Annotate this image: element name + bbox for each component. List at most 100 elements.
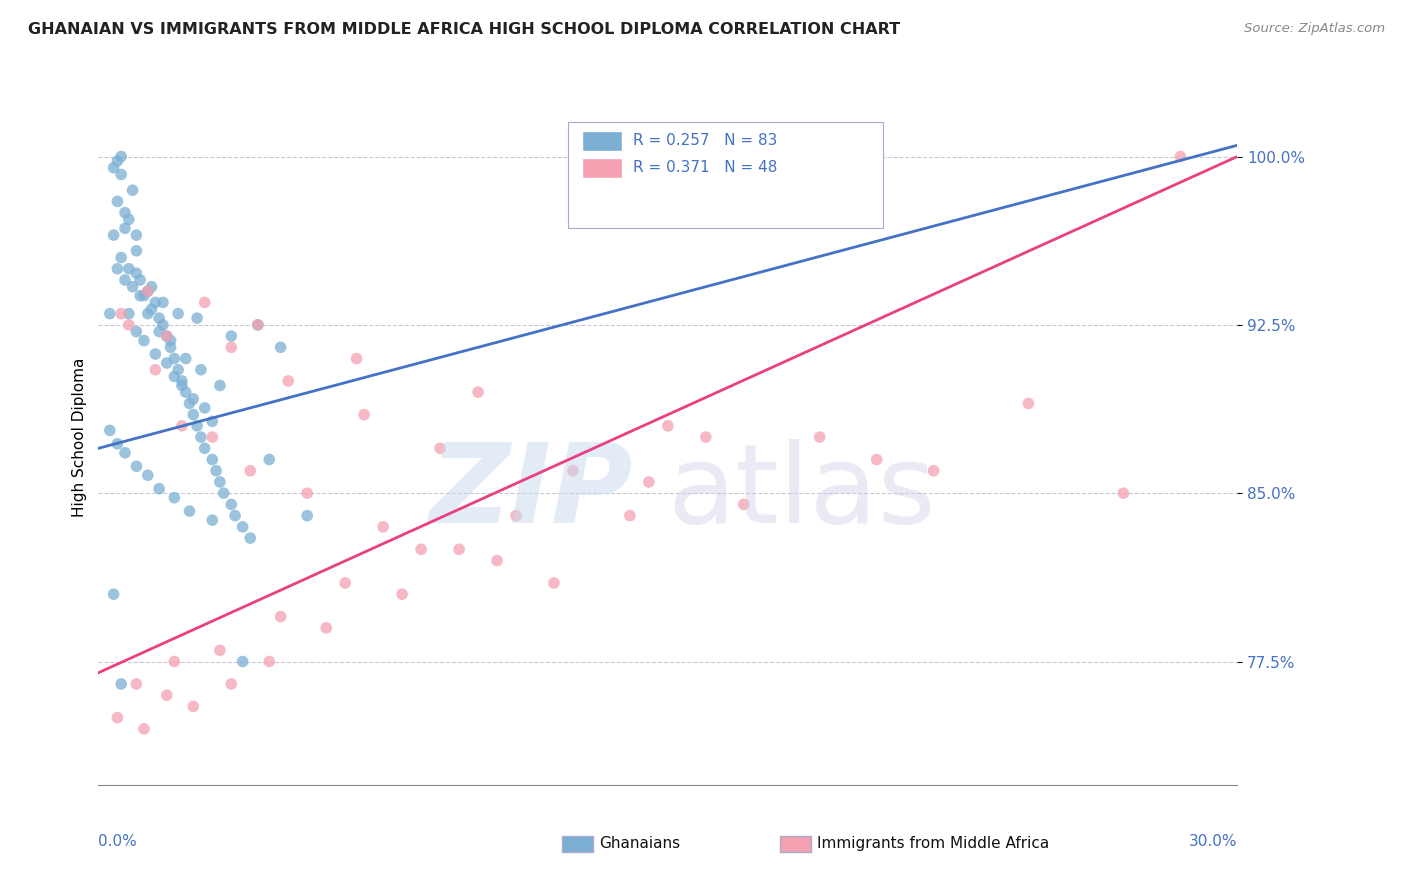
Point bbox=[110, 307, 132, 321]
Point bbox=[1018, 396, 1040, 410]
Point bbox=[922, 464, 945, 478]
Point bbox=[148, 311, 170, 326]
Point bbox=[125, 244, 148, 258]
Point bbox=[141, 279, 163, 293]
Point bbox=[208, 378, 231, 392]
Point bbox=[110, 168, 132, 182]
Point bbox=[505, 508, 527, 523]
Point bbox=[129, 288, 152, 302]
Point bbox=[145, 363, 167, 377]
Point bbox=[141, 302, 163, 317]
Point bbox=[297, 508, 319, 523]
Point bbox=[136, 468, 159, 483]
Point bbox=[183, 408, 205, 422]
Point bbox=[221, 340, 243, 354]
Point bbox=[657, 418, 679, 433]
Point bbox=[562, 464, 585, 478]
Point bbox=[335, 576, 357, 591]
Point bbox=[163, 491, 186, 505]
Text: ZIP: ZIP bbox=[430, 439, 634, 546]
Point bbox=[98, 307, 121, 321]
Point bbox=[543, 576, 565, 591]
Point bbox=[103, 161, 125, 175]
Point bbox=[114, 446, 136, 460]
Text: Ghanaians: Ghanaians bbox=[599, 837, 681, 851]
Point bbox=[156, 329, 179, 343]
Point bbox=[695, 430, 717, 444]
Point bbox=[208, 643, 231, 657]
Y-axis label: High School Diploma: High School Diploma bbox=[72, 358, 87, 516]
Point bbox=[152, 318, 174, 332]
Point bbox=[429, 442, 451, 456]
Point bbox=[159, 334, 181, 348]
Point bbox=[201, 452, 224, 467]
Point bbox=[167, 363, 190, 377]
Point bbox=[270, 340, 292, 354]
Point bbox=[156, 688, 179, 702]
Point bbox=[486, 553, 509, 567]
Point bbox=[167, 307, 190, 321]
Point bbox=[118, 307, 141, 321]
Point bbox=[107, 154, 129, 169]
Point bbox=[148, 482, 170, 496]
Point bbox=[194, 295, 217, 310]
Point bbox=[183, 699, 205, 714]
Point bbox=[170, 418, 193, 433]
Point bbox=[411, 542, 433, 557]
Point bbox=[163, 369, 186, 384]
Point bbox=[110, 677, 132, 691]
Point bbox=[121, 183, 143, 197]
Point bbox=[391, 587, 413, 601]
Point bbox=[103, 587, 125, 601]
Point bbox=[107, 194, 129, 209]
Point bbox=[733, 497, 755, 511]
Point bbox=[148, 325, 170, 339]
Point bbox=[136, 307, 159, 321]
Point bbox=[1112, 486, 1135, 500]
Point bbox=[118, 261, 141, 276]
Point bbox=[638, 475, 661, 489]
Text: 0.0%: 0.0% bbox=[98, 834, 138, 849]
Point bbox=[132, 334, 155, 348]
Point bbox=[297, 486, 319, 500]
Point bbox=[246, 318, 269, 332]
Point bbox=[174, 385, 197, 400]
Point bbox=[118, 318, 141, 332]
Point bbox=[125, 228, 148, 243]
Point bbox=[194, 401, 217, 415]
Point bbox=[145, 295, 167, 310]
Point bbox=[239, 464, 262, 478]
Point bbox=[114, 205, 136, 219]
Point bbox=[201, 430, 224, 444]
Point bbox=[145, 347, 167, 361]
Point bbox=[619, 508, 641, 523]
Point bbox=[232, 520, 254, 534]
Text: Source: ZipAtlas.com: Source: ZipAtlas.com bbox=[1244, 22, 1385, 36]
Point bbox=[221, 329, 243, 343]
Point bbox=[205, 464, 228, 478]
Point bbox=[212, 486, 235, 500]
Point bbox=[315, 621, 337, 635]
Point bbox=[125, 459, 148, 474]
Point bbox=[232, 655, 254, 669]
Point bbox=[224, 508, 246, 523]
Point bbox=[163, 351, 186, 366]
Point bbox=[371, 520, 394, 534]
Point bbox=[136, 284, 159, 298]
Point bbox=[179, 504, 201, 518]
Text: GHANAIAN VS IMMIGRANTS FROM MIDDLE AFRICA HIGH SCHOOL DIPLOMA CORRELATION CHART: GHANAIAN VS IMMIGRANTS FROM MIDDLE AFRIC… bbox=[28, 22, 900, 37]
Text: 30.0%: 30.0% bbox=[1189, 834, 1237, 849]
Point bbox=[808, 430, 831, 444]
Text: Immigrants from Middle Africa: Immigrants from Middle Africa bbox=[817, 837, 1049, 851]
Point bbox=[239, 531, 262, 545]
Point bbox=[346, 351, 368, 366]
Point bbox=[194, 442, 217, 456]
Point bbox=[270, 609, 292, 624]
Point bbox=[159, 340, 181, 354]
Point bbox=[208, 475, 231, 489]
Point bbox=[129, 273, 152, 287]
Point bbox=[259, 452, 281, 467]
Point bbox=[163, 655, 186, 669]
Point bbox=[221, 677, 243, 691]
Point bbox=[114, 221, 136, 235]
